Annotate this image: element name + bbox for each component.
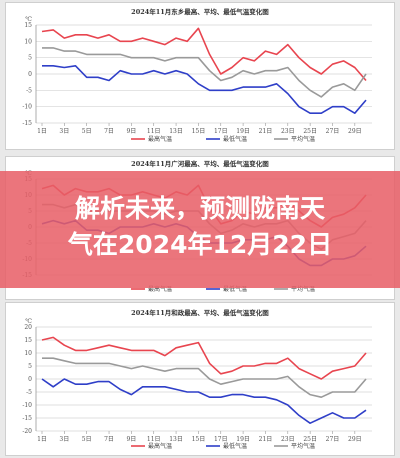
x-tick-label: 3日	[59, 128, 69, 135]
x-tick-label: 1日	[37, 436, 47, 443]
x-tick-label: 29日	[348, 128, 362, 135]
y-tick-label: -5	[26, 389, 32, 396]
headline-line-2: 气在2024年12月22日	[67, 230, 333, 259]
y-tick-label: -10	[22, 104, 32, 111]
unit-label: ℃	[25, 318, 32, 325]
x-tick-label: 5日	[82, 436, 92, 443]
legend-label: 最高气温	[148, 285, 172, 293]
y-tick-label: 0	[28, 376, 32, 383]
x-tick-label: 11日	[147, 436, 161, 443]
x-tick-label: 21日	[259, 128, 273, 135]
series-line	[41, 336, 367, 380]
chart-3: 2024年11月和政最高、平均、最低气温变化图 ℃20 15 10 5 0 -5 -10 -15…	[22, 308, 372, 450]
y-tick-label: 20	[24, 324, 32, 331]
legend-label: 平均气温	[291, 285, 315, 293]
chart-panel-1: 2024年11月东乡最高、平均、最低气温变化图 ℃ 15 10 5 0 -5 -10 -15 1日…	[5, 2, 395, 150]
x-tick-label: 1日	[37, 128, 47, 135]
series-line	[41, 27, 367, 82]
x-tick-label: 5日	[82, 128, 92, 135]
y-tick-label: 15	[24, 337, 32, 344]
x-tick-label: 13日	[169, 436, 183, 443]
x-tick-label: 19日	[236, 436, 250, 443]
x-tick-label: 27日	[326, 128, 340, 135]
y-tick-label: 10	[24, 350, 32, 357]
x-tick-label: 13日	[169, 128, 183, 135]
x-tick-label: 25日	[303, 436, 317, 443]
y-tick-label: -15	[22, 120, 32, 127]
headline-line-1: 解析未来，预测陇南天	[74, 194, 325, 223]
unit-label: ℃	[25, 16, 32, 23]
y-tick-label: 5	[28, 363, 32, 370]
y-tick-label: 15	[24, 22, 32, 29]
x-tick-label: 15日	[192, 436, 206, 443]
x-tick-label: 11日	[147, 128, 161, 135]
x-tick-label: 27日	[326, 436, 340, 443]
chart-title: 2024年11月广河最高、平均、最低气温变化图	[131, 159, 269, 168]
y-tick-label: -20	[22, 428, 32, 435]
x-tick-label: 23日	[281, 436, 295, 443]
chart-title: 2024年11月东乡最高、平均、最低气温变化图	[131, 7, 269, 16]
chart-title: 2024年11月和政最高、平均、最低气温变化图	[131, 308, 269, 317]
x-tick-label: 17日	[214, 436, 228, 443]
x-tick-label: 23日	[281, 128, 295, 135]
x-tick-label: 29日	[348, 436, 362, 443]
y-tick-label: 0	[28, 71, 32, 78]
x-tick-label: 19日	[236, 128, 250, 135]
x-tick-label: 7日	[104, 128, 114, 135]
series-line	[42, 64, 367, 114]
y-tick-label: -10	[22, 402, 32, 409]
legend-label: 最高气温	[148, 135, 172, 143]
legend-label: 平均气温	[291, 135, 315, 143]
x-tick-label: 9日	[126, 436, 136, 443]
y-tick-label: 10	[24, 38, 32, 45]
x-tick-label: 15日	[192, 128, 206, 135]
x-tick-label: 9日	[126, 128, 136, 135]
legend-label: 最低气温	[223, 442, 247, 450]
x-tick-label: 3日	[59, 436, 69, 443]
headline-banner: 解析未来，预测陇南天 气在2024年12月22日	[0, 171, 400, 288]
y-tick-label: -15	[22, 415, 32, 422]
x-tick-label: 21日	[259, 436, 273, 443]
x-tick-label: 25日	[303, 128, 317, 135]
legend-label: 最高气温	[148, 442, 172, 450]
chart-1: 2024年11月东乡最高、平均、最低气温变化图 ℃15 10 5 0 -5 -10 -15 1日…	[22, 7, 372, 143]
y-tick-label: -5	[26, 87, 32, 94]
chart-panel-3: 2024年11月和政最高、平均、最低气温变化图 ℃ 20 15 10 5 0 -5 -10 -15…	[5, 302, 395, 456]
y-tick-label: 5	[28, 55, 32, 62]
series-line	[42, 47, 367, 98]
series-line	[41, 378, 367, 424]
legend-label: 平均气温	[291, 442, 315, 450]
x-tick-label: 17日	[214, 128, 228, 135]
legend-label: 最低气温	[223, 135, 247, 143]
series-line	[42, 357, 367, 398]
x-tick-label: 7日	[104, 436, 114, 443]
legend-label: 最低气温	[223, 285, 247, 293]
